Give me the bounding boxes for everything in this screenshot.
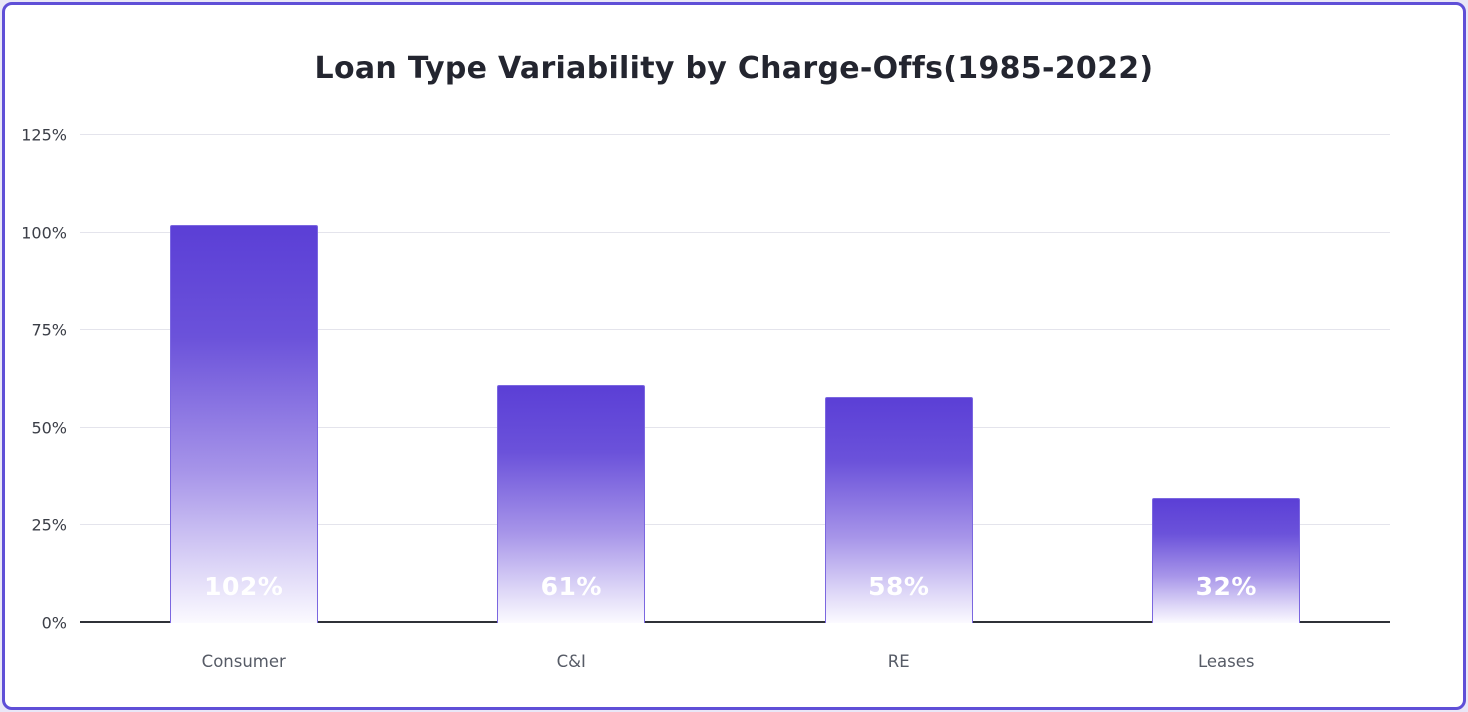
bar-value-label: 61% — [540, 572, 602, 601]
chart-title: Loan Type Variability by Charge-Offs(198… — [314, 51, 1154, 86]
bar-value-label: 102% — [204, 572, 284, 601]
bar-re: 58% — [824, 396, 973, 623]
gridline — [80, 524, 1390, 526]
y-tick-label: 125% — [21, 125, 67, 145]
bar-value-label: 58% — [868, 572, 930, 601]
x-tick-label: RE — [887, 652, 910, 671]
bar-value-label: 32% — [1195, 572, 1257, 601]
bars-layer: 102% Consumer 61% C&I 58% RE 32% Leases — [80, 135, 1391, 671]
x-tick-label: Leases — [1197, 652, 1255, 671]
bar-column: 58% RE — [735, 135, 1063, 671]
y-axis: 0% 25% 50% 75% 100% 125% — [21, 126, 67, 633]
bar-consumer: 102% — [169, 224, 318, 623]
bar-column: 61% C&I — [408, 135, 736, 671]
x-tick-label: Consumer — [201, 652, 286, 671]
x-axis-line — [80, 621, 1390, 623]
y-tick-label: 75% — [31, 320, 67, 340]
y-tick-label: 25% — [31, 515, 67, 535]
bar-leases: 32% — [1152, 498, 1301, 623]
bar-column: 32% Leases — [1063, 135, 1391, 671]
grid-layer — [80, 134, 1390, 623]
y-tick-label: 0% — [41, 613, 67, 633]
plot-area: 102% Consumer 61% C&I 58% RE 32% Leases — [80, 134, 1391, 671]
y-tick-label: 50% — [31, 418, 67, 438]
gridline — [80, 231, 1390, 233]
x-tick-label: C&I — [556, 652, 586, 671]
gridline — [80, 426, 1390, 428]
y-tick-label: 100% — [21, 223, 67, 243]
bar-c-i: 61% — [497, 384, 646, 623]
gridline — [80, 329, 1390, 331]
bar-column: 102% Consumer — [80, 135, 408, 671]
gridline — [80, 134, 1390, 135]
